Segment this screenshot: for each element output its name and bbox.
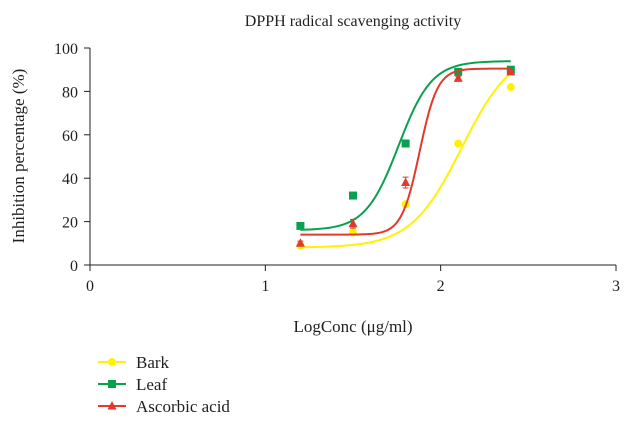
data-point — [348, 218, 358, 228]
series-bark — [296, 72, 515, 250]
legend-marker — [107, 401, 117, 410]
legend-item: Bark — [98, 353, 170, 372]
legend-marker — [108, 358, 116, 366]
fit-curve — [300, 60, 511, 231]
data-point — [506, 66, 516, 76]
x-tick-label: 1 — [261, 278, 269, 295]
legend-label: Ascorbic acid — [136, 397, 230, 416]
y-tick-label: 40 — [62, 171, 78, 188]
data-point — [401, 139, 410, 148]
data-point — [506, 83, 515, 92]
x-tick-label: 2 — [437, 278, 445, 295]
legend-marker — [108, 380, 116, 388]
fit-curve — [300, 72, 512, 249]
y-tick-label: 60 — [62, 128, 78, 145]
y-tick-label: 20 — [62, 215, 78, 232]
data-point — [453, 73, 463, 82]
y-tick-label: 0 — [70, 258, 78, 275]
data-point — [454, 67, 463, 76]
data-point — [401, 177, 411, 187]
legend-item: Leaf — [98, 375, 167, 394]
legend-label: Bark — [136, 353, 170, 372]
y-tick-label: 100 — [54, 41, 78, 58]
series-ascorbic-acid — [295, 66, 516, 247]
x-axis-label: LogConc (μg/ml) — [293, 317, 412, 336]
data-point — [295, 238, 305, 247]
legend-label: Leaf — [136, 375, 167, 394]
x-tick-label: 0 — [86, 278, 94, 295]
chart-title: DPPH radical scavenging activity — [245, 13, 461, 30]
fit-curve — [300, 67, 511, 236]
data-point — [349, 191, 357, 200]
x-tick-label: 3 — [612, 278, 620, 295]
legend-item: Ascorbic acid — [98, 397, 230, 416]
y-tick-label: 80 — [62, 84, 78, 101]
data-point — [454, 139, 463, 148]
legend: Bark Leaf Ascorbic acid — [98, 353, 230, 416]
data-point — [296, 221, 305, 230]
y-axis-label: Inhibition percentage (%) — [9, 69, 28, 244]
